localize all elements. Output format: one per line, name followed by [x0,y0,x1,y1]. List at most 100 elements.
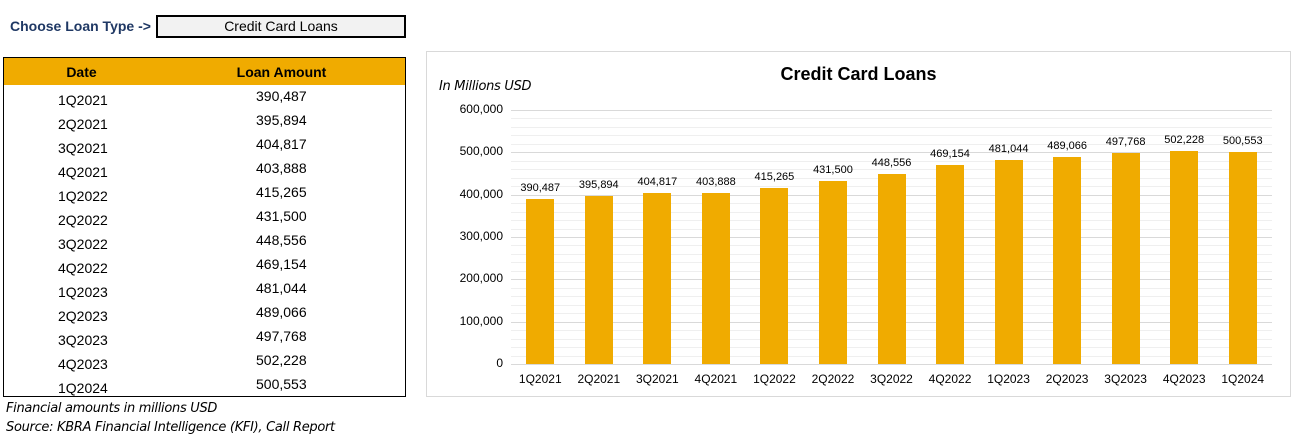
gridline [511,126,1272,128]
gridline [511,110,1272,111]
bar-data-label: 481,044 [988,143,1029,156]
gridline [511,143,1272,145]
bar [877,174,906,364]
cell-date: 4Q2021 [58,164,108,180]
cell-loan-amount: 469,154 [256,256,307,272]
bar-data-label: 415,265 [754,171,795,184]
source-footnote: Source: KBRA Financial Intelligence (KFI… [6,420,335,435]
cell-loan-amount: 431,500 [256,208,307,224]
bar-data-label: 390,487 [520,181,561,194]
bar [1111,153,1140,364]
bar [701,193,730,364]
y-axis-tick-label: 300,000 [459,229,503,243]
cell-loan-amount: 489,066 [256,304,307,320]
table-body: 1Q2021 390,487 2Q2021 395,894 3Q2021 404,817 4… [4,85,405,399]
x-axis-tick-label: 2Q2022 [811,372,855,386]
cell-loan-amount: 481,044 [256,280,307,296]
cell-date: 2Q2022 [58,212,108,228]
table-row: 1Q2021 390,487 [4,87,405,111]
table-row: 3Q2021 404,817 [4,135,405,159]
table-row: 2Q2021 395,894 [4,111,405,135]
cell-date: 2Q2023 [58,308,108,324]
table-row: 1Q2022 415,265 [4,183,405,207]
table-row: 1Q2023 481,044 [4,279,405,303]
table-row: 4Q2021 403,888 [4,159,405,183]
bar-data-label: 502,228 [1164,134,1205,147]
gridline [511,135,1272,137]
plot-area: 0 100,000 200,000 300,000 400,000 500,000 600,… [460,102,1272,386]
gridline [511,152,1272,154]
x-axis-tick-label: 4Q2021 [694,372,738,386]
y-axis-tick-label: 400,000 [459,186,503,201]
loan-type-dropdown[interactable]: Credit Card Loans [156,15,406,38]
cell-loan-amount: 415,265 [256,184,307,200]
bar-data-label: 431,500 [813,164,853,177]
cell-loan-amount: 448,556 [256,232,307,248]
bar [936,165,965,364]
x-axis-tick-label: 2Q2023 [1045,372,1089,386]
loan-type-label: Choose Loan Type -> [10,18,151,34]
y-axis-tick-label: 600,000 [459,102,503,116]
table-row: 3Q2022 448,556 [4,231,405,255]
cell-date: 1Q2021 [58,92,108,108]
gridline [511,169,1272,171]
cell-loan-amount: 500,553 [256,376,307,392]
bar-data-label: 497,768 [1105,136,1146,149]
x-axis-tick-label: 3Q2022 [870,372,913,386]
cell-date: 3Q2021 [58,140,108,156]
table-row: 1Q2024 500,553 [4,375,405,399]
cell-loan-amount: 404,817 [256,136,307,152]
y-axis-tick-label: 100,000 [459,313,503,328]
cell-date: 3Q2022 [58,236,108,252]
bar-data-label: 489,066 [1047,139,1087,152]
table-row: 2Q2022 431,500 [4,207,405,231]
cell-loan-amount: 395,894 [256,112,307,128]
bar [643,192,672,364]
bar-data-label: 404,817 [637,175,678,188]
table-row: 3Q2023 497,768 [4,327,405,351]
bar [584,196,613,364]
gridline [511,160,1272,162]
x-axis-tick-label: 3Q2021 [635,372,679,386]
cell-loan-amount: 502,228 [256,352,307,368]
y-axis-tick-label: 0 [496,356,503,370]
bar [994,160,1023,364]
bar [818,181,847,364]
x-axis-tick-label: 1Q2022 [753,372,796,386]
cell-date: 3Q2023 [58,332,108,348]
bar [526,198,555,364]
bar-data-label: 500,553 [1222,135,1263,148]
table-row: 4Q2022 469,154 [4,255,405,279]
units-footnote: Financial amounts in millions USD [6,401,218,416]
x-axis-tick-label: 3Q2023 [1104,372,1147,386]
y-axis-tick-label: 500,000 [459,144,503,159]
cell-date: 2Q2021 [58,116,108,132]
y-axis-tick-label: 200,000 [459,271,503,286]
x-axis-tick-label: 1Q2021 [518,372,562,386]
column-header-date: Date [66,63,97,80]
cell-date: 1Q2024 [58,380,108,396]
bar [1170,151,1199,364]
bar [1053,156,1082,364]
cell-loan-amount: 403,888 [256,160,307,176]
bar-data-label: 469,154 [930,148,970,161]
bar-chart: Credit Card Loans In Millions USD 0 100,0… [426,51,1291,397]
table-row: 4Q2023 502,228 [4,351,405,375]
x-axis-tick-label: 1Q2023 [987,372,1030,386]
cell-date: 1Q2023 [58,284,108,300]
cell-date: 4Q2022 [58,260,108,276]
cell-date: 1Q2022 [58,188,108,204]
x-axis-tick-label: 2Q2021 [577,372,621,386]
bar-data-label: 403,888 [695,176,736,189]
gridline [511,364,1272,365]
x-axis-tick-label: 4Q2022 [928,372,972,386]
cell-loan-amount: 390,487 [256,88,307,104]
column-header-loan-amount: Loan Amount [236,63,327,80]
bar [760,188,789,364]
bar [1228,152,1257,364]
cell-date: 4Q2023 [58,356,108,372]
cell-loan-amount: 497,768 [256,328,307,344]
bar-data-label: 395,894 [578,179,619,192]
x-axis-tick-label: 4Q2023 [1162,372,1206,386]
loan-data-table: Date Loan Amount 1Q2021 390,487 2Q2021 395,… [3,57,406,397]
